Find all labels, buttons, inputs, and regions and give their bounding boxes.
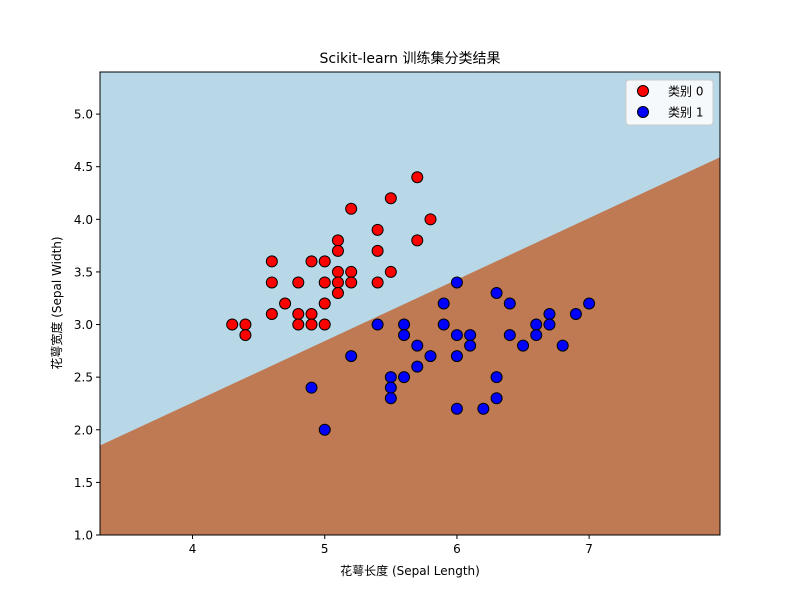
point-class-1 xyxy=(503,329,516,342)
point-class-1 xyxy=(490,392,503,405)
y-tick-label: 4.0 xyxy=(74,213,93,227)
y-tick-label: 5.0 xyxy=(74,108,93,122)
point-class-1 xyxy=(384,371,397,384)
x-tick-label: 5 xyxy=(321,542,329,556)
x-tick-label: 6 xyxy=(453,542,461,556)
point-class-0 xyxy=(292,318,305,331)
point-class-1 xyxy=(398,318,411,331)
point-class-1 xyxy=(569,308,582,321)
point-class-1 xyxy=(305,381,318,394)
point-class-0 xyxy=(292,276,305,289)
point-class-1 xyxy=(424,350,437,363)
point-class-0 xyxy=(265,276,278,289)
point-class-0 xyxy=(345,265,358,278)
point-class-1 xyxy=(464,329,477,342)
point-class-0 xyxy=(424,213,437,226)
y-axis-label: 花萼宽度 (Sepal Width) xyxy=(49,236,64,369)
point-class-1 xyxy=(477,402,490,415)
y-axis-ticks: 1.0 1.5 2.0 2.5 3.0 3.5 4.0 4.5 5.0 xyxy=(74,108,100,543)
point-class-0 xyxy=(239,329,252,342)
point-class-0 xyxy=(411,171,424,184)
point-class-0 xyxy=(305,255,318,268)
point-class-1 xyxy=(464,339,477,352)
point-class-0 xyxy=(226,318,239,331)
point-class-1 xyxy=(384,381,397,394)
legend-marker-class-0 xyxy=(637,85,649,97)
point-class-0 xyxy=(265,308,278,321)
point-class-0 xyxy=(331,244,344,257)
point-class-1 xyxy=(490,371,503,384)
y-tick-label: 1.0 xyxy=(74,529,93,543)
point-class-0 xyxy=(371,223,384,236)
point-class-1 xyxy=(543,308,556,321)
y-tick-label: 4.5 xyxy=(74,160,93,174)
legend-marker-class-1 xyxy=(637,106,649,118)
point-class-0 xyxy=(384,192,397,205)
x-axis-label: 花萼长度 (Sepal Length) xyxy=(340,563,480,578)
point-class-1 xyxy=(398,371,411,384)
point-class-1 xyxy=(371,318,384,331)
point-class-0 xyxy=(331,286,344,299)
point-class-0 xyxy=(318,276,331,289)
y-tick-label: 3.5 xyxy=(74,265,93,279)
point-class-1 xyxy=(345,350,358,363)
point-class-1 xyxy=(398,329,411,342)
point-class-0 xyxy=(318,318,331,331)
point-class-0 xyxy=(239,318,252,331)
point-class-1 xyxy=(318,423,331,436)
y-tick-label: 3.0 xyxy=(74,318,93,332)
legend-label-class-1: 类别 1 xyxy=(668,106,703,120)
point-class-1 xyxy=(530,318,543,331)
plot-frame xyxy=(99,71,721,536)
x-axis-ticks: 4 5 6 7 xyxy=(189,535,593,556)
point-class-1 xyxy=(384,392,397,405)
point-class-0 xyxy=(345,276,358,289)
point-class-1 xyxy=(411,339,424,352)
point-class-0 xyxy=(411,234,424,247)
point-class-0 xyxy=(371,276,384,289)
region-class-1 xyxy=(100,157,720,536)
point-class-1 xyxy=(490,286,503,299)
point-class-0 xyxy=(371,244,384,257)
point-class-0 xyxy=(305,318,318,331)
point-class-1 xyxy=(450,276,463,289)
x-tick-label: 7 xyxy=(585,542,593,556)
point-class-1 xyxy=(411,360,424,373)
x-tick-label: 4 xyxy=(189,542,197,556)
legend: 类别 0 类别 1 xyxy=(625,79,714,126)
y-tick-label: 2.5 xyxy=(74,371,93,385)
point-class-1 xyxy=(583,297,596,310)
point-class-1 xyxy=(437,297,450,310)
point-class-0 xyxy=(318,255,331,268)
point-class-1 xyxy=(556,339,569,352)
point-class-1 xyxy=(517,339,530,352)
point-class-1 xyxy=(450,350,463,363)
point-class-1 xyxy=(437,318,450,331)
point-class-0 xyxy=(265,255,278,268)
point-class-1 xyxy=(503,297,516,310)
data-points xyxy=(226,171,596,436)
point-class-0 xyxy=(279,297,292,310)
point-class-0 xyxy=(345,202,358,215)
legend-label-class-0: 类别 0 xyxy=(668,85,703,99)
point-class-1 xyxy=(530,329,543,342)
y-tick-label: 1.5 xyxy=(74,476,93,490)
point-class-0 xyxy=(318,297,331,310)
point-class-0 xyxy=(292,308,305,321)
chart-title: Scikit-learn 训练集分类结果 xyxy=(320,50,501,67)
point-class-0 xyxy=(384,265,397,278)
decision-regions xyxy=(100,72,720,536)
point-class-0 xyxy=(331,276,344,289)
point-class-0 xyxy=(305,308,318,321)
point-class-0 xyxy=(331,234,344,247)
point-class-0 xyxy=(331,265,344,278)
point-class-1 xyxy=(450,402,463,415)
point-class-1 xyxy=(450,329,463,342)
y-tick-label: 2.0 xyxy=(74,423,93,437)
point-class-1 xyxy=(543,318,556,331)
